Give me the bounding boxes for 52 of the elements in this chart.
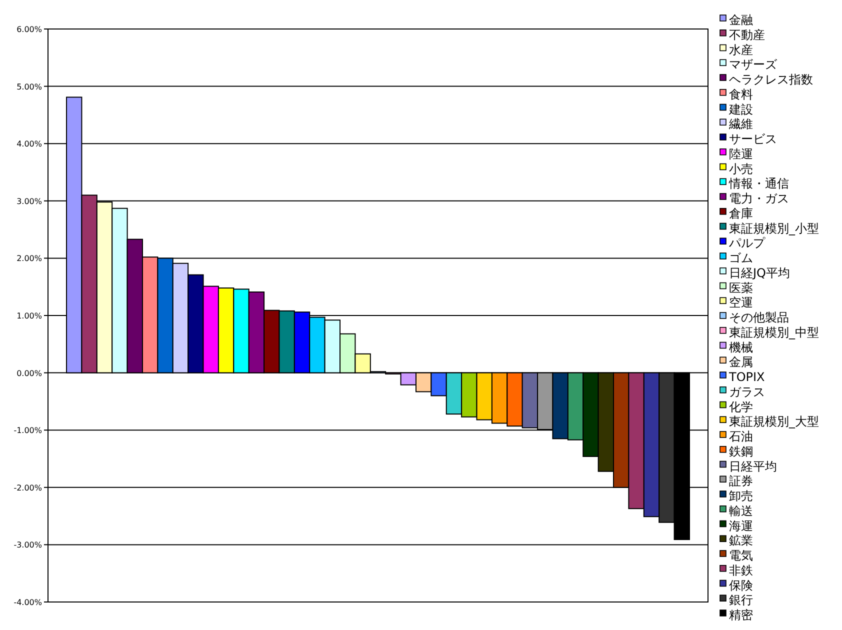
- y-tick-label: 4.00%: [16, 140, 42, 149]
- legend-label: 精密: [729, 608, 753, 622]
- legend-label: 建設: [728, 102, 753, 116]
- legend-label: 機械: [729, 340, 753, 354]
- legend-label: サービス: [729, 132, 777, 146]
- legend-label: 水産: [729, 42, 753, 57]
- legend-label: マザーズ: [729, 58, 778, 72]
- y-tick-label: -3.00%: [14, 540, 42, 550]
- legend-label: 海運: [729, 518, 753, 533]
- legend-label: 食料: [729, 87, 753, 102]
- legend-label: 非鉄: [729, 563, 753, 578]
- y-tick-label: -4.00%: [14, 598, 42, 607]
- y-tick-label: -2.00%: [14, 483, 42, 492]
- legend-label: 卸売: [729, 489, 753, 503]
- legend-label: 東証規模別_中型: [729, 325, 819, 340]
- legend-label: ヘラクレス指数: [729, 72, 813, 86]
- legend-label: 保険: [729, 578, 753, 592]
- legend-label: ガラス: [729, 384, 765, 399]
- y-tick-label: 5.00%: [16, 82, 42, 92]
- legend-label: パルプ: [728, 236, 766, 250]
- legend-label: 鉄鋼: [729, 444, 753, 458]
- y-tick-label: 3.00%: [16, 196, 42, 206]
- legend-label: 空運: [729, 296, 753, 310]
- legend-label: 証券: [729, 474, 753, 488]
- legend-label: その他製品: [729, 310, 789, 324]
- legend-label: 東証規模別_大型: [729, 414, 819, 429]
- legend-label: 繊維: [728, 117, 753, 132]
- legend-label: 金属: [729, 355, 753, 370]
- legend-label: 金融: [729, 13, 753, 27]
- legend-label: 日経JQ平均: [729, 266, 790, 280]
- y-tick-label: -1.00%: [14, 426, 42, 436]
- legend-label: 小売: [729, 162, 753, 176]
- legend-label: 石油: [729, 430, 753, 444]
- legend-label: TOPIX: [728, 370, 765, 384]
- legend-label: 倉庫: [729, 206, 753, 220]
- legend-label: 医薬: [729, 280, 753, 295]
- legend-label: 日経平均: [729, 459, 777, 474]
- y-tick-label: 2.00%: [16, 254, 42, 264]
- legend-label: 電力・ガス: [729, 192, 789, 206]
- legend-label: 不動産: [729, 28, 765, 42]
- legend-label: 銀行: [729, 593, 753, 608]
- legend-label: 東証規模別_小型: [729, 221, 819, 236]
- legend-label: 輸送: [729, 504, 753, 518]
- legend-label: ゴム: [729, 251, 753, 265]
- legend-label: 陸運: [729, 146, 753, 161]
- y-tick-label: 0.00%: [16, 368, 42, 378]
- y-tick-label: 1.00%: [16, 312, 42, 320]
- legend-label: 鉱業: [729, 534, 753, 548]
- y-tick-label: 6.00%: [16, 25, 42, 34]
- legend-label: 電気: [729, 548, 753, 562]
- legend-label: 情報・通信: [728, 176, 789, 191]
- legend-label: 化学: [729, 400, 753, 414]
